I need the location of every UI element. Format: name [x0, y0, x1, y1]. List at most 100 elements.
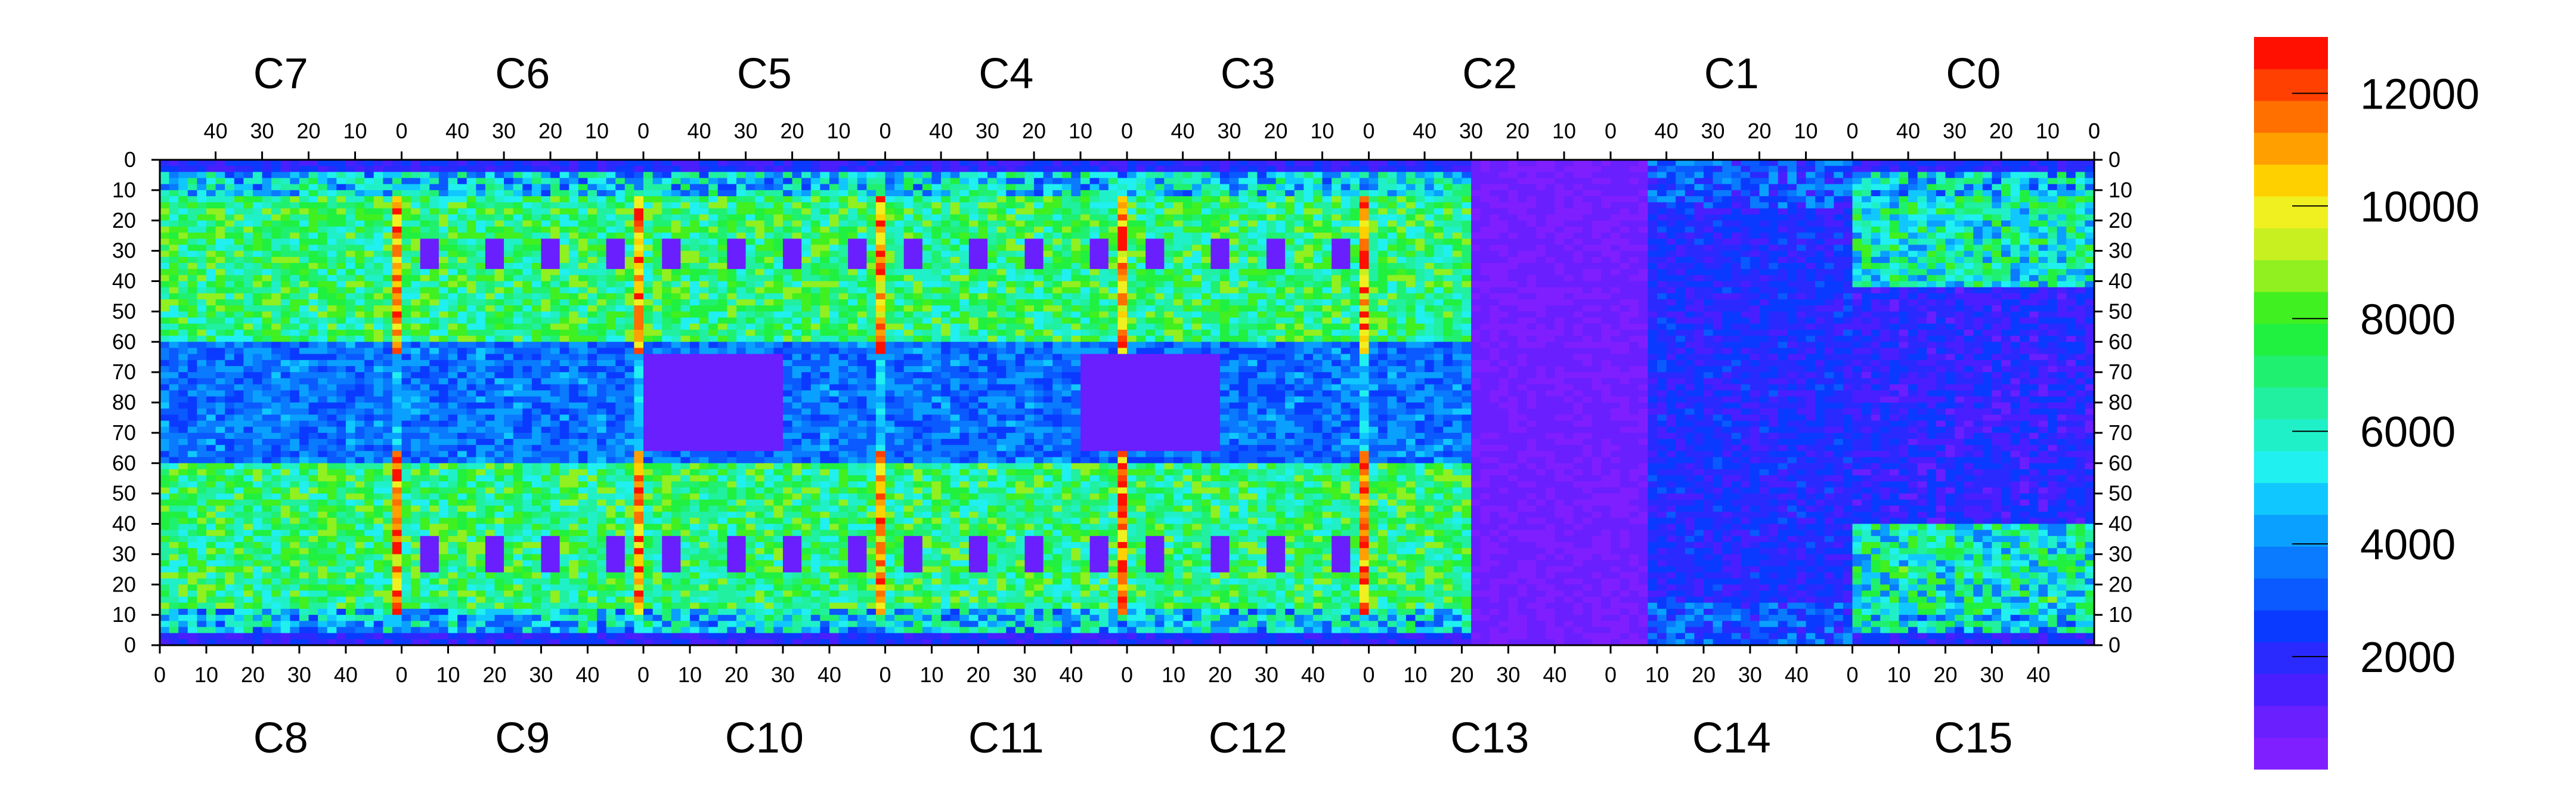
heatmap-cell: [922, 172, 932, 179]
heatmap-cell: [699, 160, 709, 166]
heatmap-cell: [252, 299, 263, 306]
heatmap-cell: [215, 342, 225, 348]
heatmap-cell: [466, 233, 476, 239]
heatmap-cell: [773, 299, 784, 306]
heatmap-cell: [1099, 202, 1109, 209]
heatmap-cell: [736, 262, 747, 270]
heatmap-cell: [1136, 336, 1146, 342]
heatmap-cell: [624, 190, 634, 197]
heatmap-cell: [1332, 239, 1342, 245]
heatmap-cell: [1322, 250, 1332, 258]
heatmap-cell: [373, 378, 383, 385]
heatmap-cell: [680, 269, 691, 275]
heatmap-cell: [197, 172, 207, 179]
heatmap-cell: [225, 384, 235, 391]
heatmap-cell: [1173, 317, 1184, 324]
heatmap-cell: [1024, 299, 1035, 306]
heatmap-cell: [429, 366, 439, 373]
heatmap-cell: [615, 190, 626, 197]
heatmap-cell: [1247, 178, 1258, 185]
heatmap-cell: [1071, 360, 1081, 367]
heatmap-cell: [206, 172, 216, 179]
heatmap-cell: [550, 323, 561, 330]
heatmap-cell: [885, 317, 895, 324]
heatmap-cell: [550, 220, 561, 227]
heatmap-cell: [1006, 305, 1016, 312]
heatmap-cell: [968, 190, 979, 197]
heatmap-cell: [634, 178, 644, 185]
heatmap-cell: [689, 250, 700, 258]
heatmap-cell: [968, 184, 979, 191]
heatmap-cell: [652, 366, 662, 373]
heatmap-cell: [569, 160, 579, 166]
heatmap-cell: [773, 190, 784, 197]
heatmap-cell: [1359, 172, 1369, 179]
heatmap-cell: [634, 342, 644, 348]
heatmap-cell: [606, 323, 616, 330]
heatmap-cell: [922, 269, 932, 275]
heatmap-cell: [1127, 226, 1137, 233]
heatmap-cell: [987, 354, 998, 361]
heatmap-cell: [941, 275, 951, 282]
heatmap-cell: [699, 269, 709, 275]
heatmap-cell: [299, 384, 309, 391]
heatmap-cell: [550, 178, 561, 185]
heatmap-cell: [364, 311, 374, 318]
heatmap-cell: [1164, 226, 1174, 233]
heatmap-cell: [1071, 196, 1081, 203]
heatmap-cell: [597, 317, 607, 324]
heatmap-cell: [1043, 378, 1053, 385]
heatmap-cell: [531, 250, 541, 258]
heatmap-cell: [727, 220, 737, 227]
heatmap-cell: [197, 390, 207, 397]
heatmap-cell: [1312, 336, 1323, 342]
heatmap-cell: [1006, 384, 1016, 391]
heatmap-cell: [345, 336, 356, 342]
heatmap-cell: [420, 166, 430, 172]
heatmap-cell: [885, 329, 895, 336]
heatmap-cell: [634, 323, 644, 330]
heatmap-cell: [336, 317, 346, 324]
heatmap-cell: [1304, 190, 1314, 197]
heatmap-cell: [1239, 214, 1249, 221]
heatmap-cell: [1080, 166, 1091, 172]
heatmap-cell: [438, 372, 448, 379]
heatmap-cell: [875, 390, 886, 397]
heatmap-cell: [866, 342, 877, 348]
heatmap-cell: [1173, 299, 1184, 306]
heatmap-cell: [271, 214, 281, 221]
heatmap-cell: [931, 166, 942, 172]
heatmap-cell: [643, 244, 654, 252]
heatmap-cell: [169, 226, 179, 233]
heatmap-cell: [894, 384, 905, 391]
heatmap-cell: [318, 269, 328, 275]
heatmap-cell: [1117, 305, 1128, 312]
heatmap-cell: [671, 317, 681, 324]
heatmap-cell: [504, 299, 514, 306]
heatmap-cell: [178, 214, 188, 221]
heatmap-cell: [699, 378, 709, 385]
heatmap-cell: [345, 275, 356, 282]
heatmap-cell: [1219, 202, 1230, 209]
heatmap-cell: [913, 172, 923, 179]
heatmap-cell: [513, 233, 523, 239]
heatmap-cell: [1006, 178, 1016, 185]
heatmap-cell: [810, 269, 821, 275]
heatmap-cell: [745, 160, 756, 166]
heatmap-cell: [903, 269, 914, 275]
heatmap-cell: [1127, 354, 1137, 361]
heatmap-cell: [1108, 354, 1118, 361]
heatmap-cell: [485, 299, 495, 306]
heatmap-cell: [745, 214, 756, 221]
heatmap-cell: [476, 269, 486, 275]
heatmap-cell: [1089, 384, 1100, 391]
heatmap-cell: [243, 275, 253, 282]
heatmap-cell: [345, 372, 356, 379]
heatmap-cell: [280, 384, 290, 391]
heatmap-cell: [1350, 256, 1360, 264]
heatmap-cell: [522, 244, 532, 252]
heatmap-cell: [392, 256, 402, 264]
heatmap-cell: [1312, 250, 1323, 258]
heatmap-cell: [1154, 275, 1165, 282]
heatmap-cell: [1182, 244, 1193, 252]
